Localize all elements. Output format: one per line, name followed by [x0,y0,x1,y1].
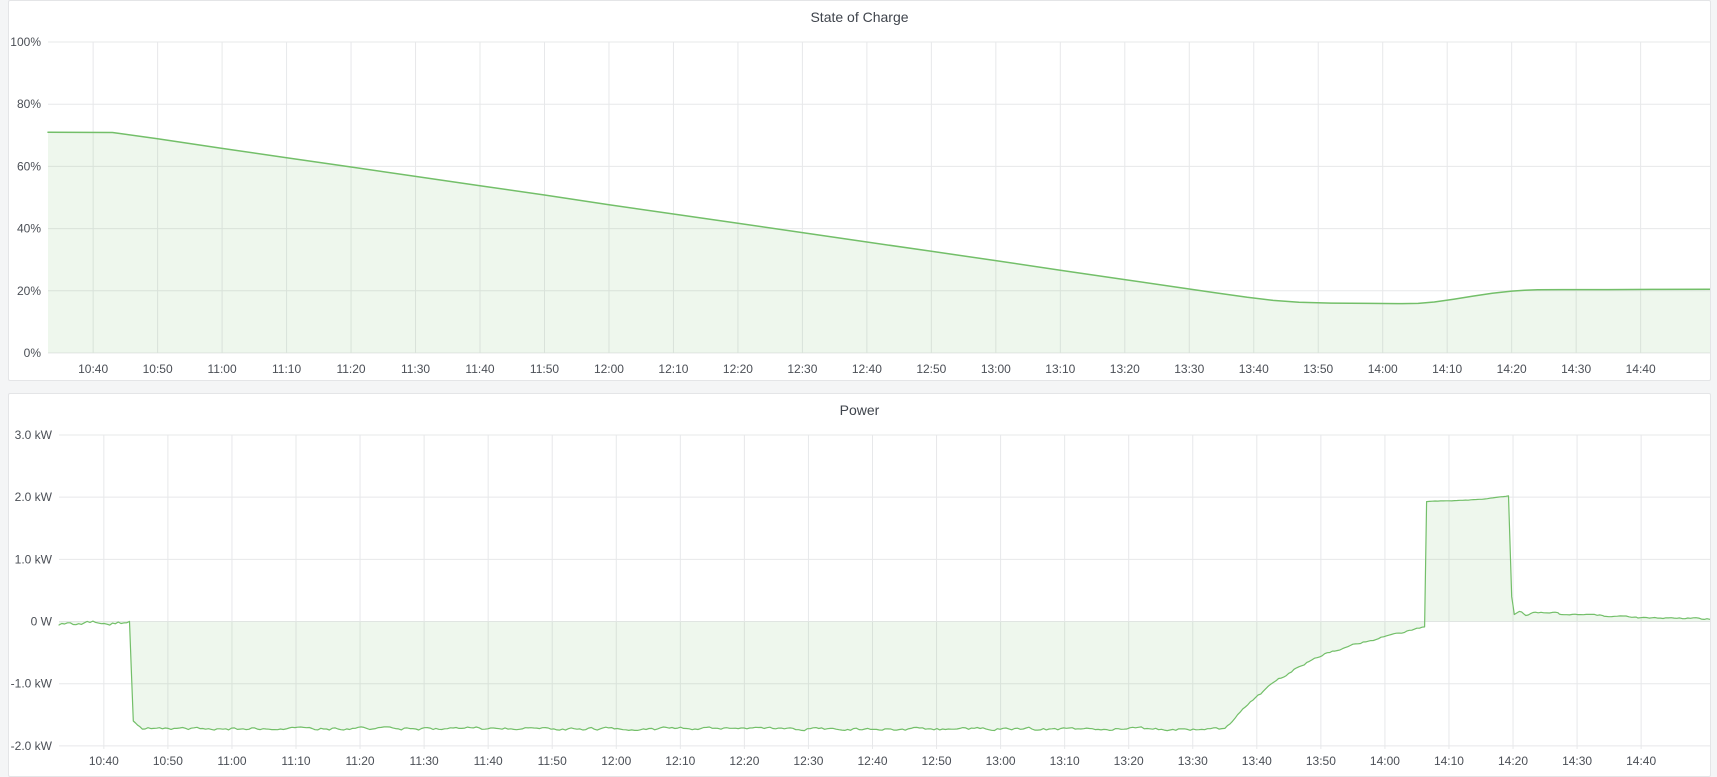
x-axis-tick-label: 14:30 [1561,362,1591,376]
x-axis-tick-label: 14:20 [1498,754,1528,768]
x-axis-tick-label: 14:10 [1432,362,1462,376]
x-axis-tick-label: 11:20 [345,754,374,768]
x-axis-tick-label: 12:00 [594,362,624,376]
power-panel-title: Power [839,402,880,418]
y-axis-tick-label: 40% [17,222,41,236]
y-axis-tick-label: 20% [17,284,41,298]
x-axis-tick-label: 11:30 [410,754,439,768]
y-axis-tick-label: 2.0 kW [15,490,53,504]
x-axis-tick-label: 11:50 [538,754,567,768]
x-axis-tick-label: 13:10 [1050,754,1080,768]
x-axis-tick-label: 13:20 [1110,362,1140,376]
y-axis-tick-label: 0 W [31,615,53,629]
y-axis-tick-label: -2.0 kW [11,739,53,753]
x-axis-tick-label: 13:00 [981,362,1011,376]
x-axis-tick-label: 14:10 [1434,754,1464,768]
x-axis-tick-label: 10:50 [143,362,173,376]
x-axis-tick-label: 13:50 [1306,754,1336,768]
soc-panel-title: State of Charge [810,9,909,25]
x-axis-tick-label: 12:20 [729,754,759,768]
x-axis-tick-label: 12:30 [793,754,823,768]
x-axis-tick-label: 12:30 [787,362,817,376]
y-axis-tick-label: 3.0 kW [15,428,53,442]
x-axis-tick-label: 11:20 [336,362,365,376]
x-axis-tick-label: 13:50 [1303,362,1333,376]
x-axis-tick-label: 13:40 [1242,754,1272,768]
x-axis-tick-label: 10:40 [89,754,119,768]
y-axis-tick-label: 80% [17,97,41,111]
x-axis-tick-label: 12:40 [852,362,882,376]
x-axis-tick-label: 13:40 [1239,362,1269,376]
x-axis-tick-label: 12:40 [857,754,887,768]
x-axis-tick-label: 14:40 [1626,754,1656,768]
x-axis-tick-label: 11:30 [401,362,430,376]
x-axis-tick-label: 12:10 [658,362,688,376]
x-axis-tick-label: 11:50 [530,362,559,376]
x-axis-tick-label: 13:30 [1178,754,1208,768]
y-axis-tick-label: 60% [17,159,41,173]
x-axis-tick-label: 13:10 [1045,362,1075,376]
x-axis-tick-label: 14:00 [1370,754,1400,768]
soc-chart-canvas[interactable]: 100% 80% 60% 40% 20% 0% 10:40 10:50 11:00 11:10 11… [9,1,1710,380]
x-axis-tick-label: 11:00 [217,754,246,768]
x-axis-tick-label: 12:20 [723,362,753,376]
x-axis-tick-label: 11:00 [208,362,237,376]
x-axis-tick-label: 11:10 [281,754,310,768]
y-axis-tick-label: 1.0 kW [15,552,53,566]
x-axis-tick-label: 14:30 [1562,754,1592,768]
x-axis-tick-label: 12:50 [916,362,946,376]
x-axis-tick-label: 13:30 [1174,362,1204,376]
x-axis-tick-label: 13:20 [1114,754,1144,768]
x-axis-tick-label: 11:40 [474,754,503,768]
x-axis-tick-label: 14:00 [1368,362,1398,376]
x-axis-tick-label: 11:40 [465,362,494,376]
x-axis-tick-label: 12:00 [601,754,631,768]
x-axis-tick-label: 11:10 [272,362,301,376]
power-panel: Power 3.0 kW 2.0 kW 1.0 kW 0 W -1.0 kW -2.0 k… [8,393,1711,777]
soc-panel: State of Charge 100% 80% 60% 40% 20% 0% 10:40 1… [8,0,1711,381]
y-axis-tick-label: 0% [24,346,42,360]
x-axis-tick-label: 12:10 [665,754,695,768]
power-chart-canvas[interactable]: 3.0 kW 2.0 kW 1.0 kW 0 W -1.0 kW -2.0 kW 10:40… [9,394,1710,776]
x-axis-tick-label: 14:40 [1626,362,1656,376]
x-axis-tick-label: 10:50 [153,754,183,768]
x-axis-tick-label: 10:40 [78,362,108,376]
y-axis-tick-label: -1.0 kW [11,677,53,691]
x-axis-tick-label: 14:20 [1497,362,1527,376]
x-axis-tick-label: 13:00 [986,754,1016,768]
x-axis-tick-label: 12:50 [922,754,952,768]
y-axis-tick-label: 100% [10,35,41,49]
